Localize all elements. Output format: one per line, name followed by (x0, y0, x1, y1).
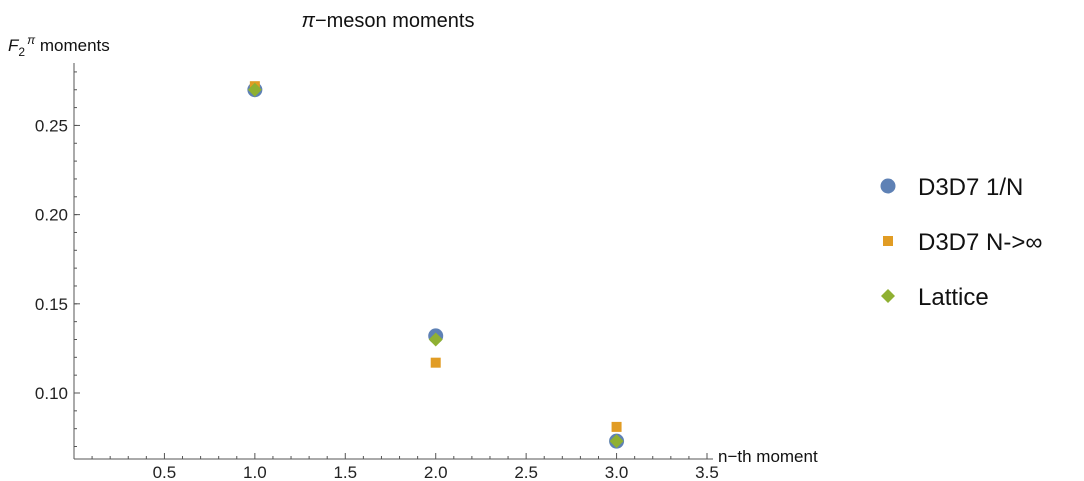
y-axis-label: F2π moments (8, 33, 110, 59)
legend-label: D3D7 N->∞ (918, 229, 1042, 256)
x-tick-label: 1.5 (333, 463, 357, 481)
y-axis: 0.10 0.15 0.20 0.25 (35, 63, 80, 459)
y-tick-label: 0.10 (35, 384, 68, 403)
chart-title: π−meson moments (302, 10, 475, 32)
legend: D3D7 1/N D3D7 N->∞ Lattice (880, 174, 1042, 311)
x-tick-label: 2.5 (514, 463, 538, 481)
legend-marker-diamond (881, 289, 895, 303)
y-tick-label: 0.25 (35, 116, 68, 135)
y-tick-label: 0.20 (35, 206, 68, 225)
y-tick-label: 0.15 (35, 295, 68, 314)
x-tick-label: 3.5 (695, 463, 719, 481)
data-point-diamond (609, 434, 624, 449)
x-axis: 0.5 1.0 1.5 2.0 2.5 3.0 3.5 (74, 453, 719, 481)
data-point-diamond (428, 332, 443, 347)
data-point-square (430, 357, 441, 368)
x-axis-label: n−th moment (718, 447, 818, 466)
x-tick-label: 2.0 (424, 463, 448, 481)
x-tick-label: 3.0 (605, 463, 629, 481)
legend-marker-square (883, 236, 893, 246)
data-point-square (611, 421, 622, 432)
data-point-diamond (247, 82, 262, 97)
data-markers (247, 81, 625, 449)
x-tick-label: 1.0 (243, 463, 267, 481)
x-tick-label: 0.5 (153, 463, 177, 481)
legend-marker-circle (880, 178, 896, 194)
legend-label: D3D7 1/N (918, 174, 1023, 201)
legend-label: Lattice (918, 284, 989, 311)
